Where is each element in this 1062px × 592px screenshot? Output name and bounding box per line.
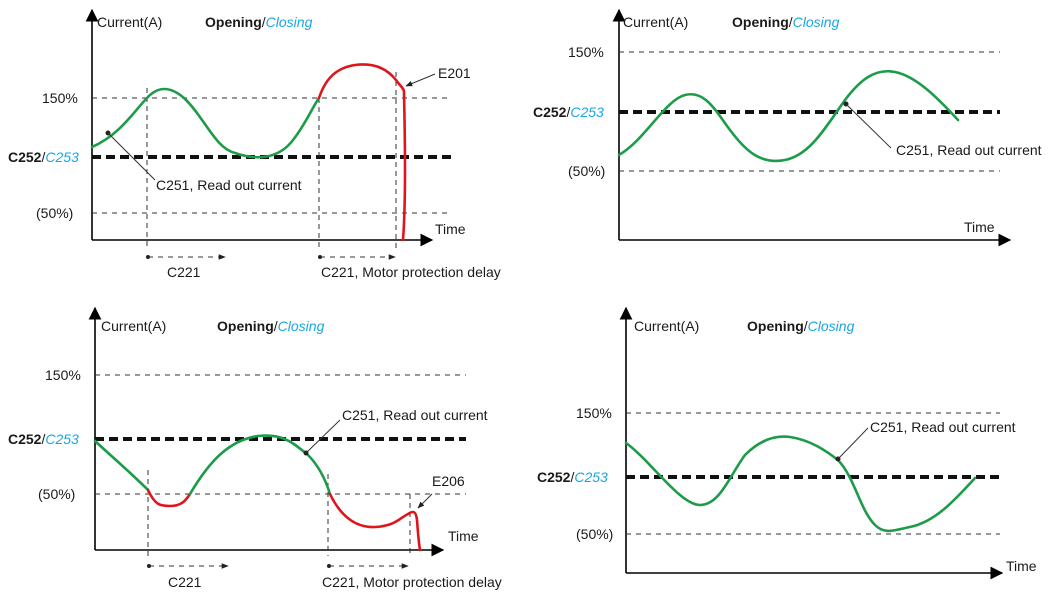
x-axis-label: Time <box>964 219 995 235</box>
current-curve-undercurrent <box>328 492 422 552</box>
panel-bottom-right: Current(A) Opening/Closing Time 150% C25… <box>537 306 1037 580</box>
current-curve-normal <box>188 434 332 496</box>
level-150-label: 150% <box>42 90 78 106</box>
current-curve-overcurrent <box>317 63 407 242</box>
level-150-label: 150% <box>45 367 81 383</box>
mode-title: Opening/Closing <box>732 14 840 30</box>
delay-label: C221 <box>167 264 201 280</box>
read-out-leader <box>837 427 869 460</box>
delay-label: C221 <box>168 574 202 590</box>
level-150-label: 150% <box>576 405 612 421</box>
threshold-label: C252/C253 <box>537 469 608 485</box>
x-axis-label: Time <box>448 528 479 544</box>
read-out-label: C251, Read out current <box>342 407 488 423</box>
current-curve-normal <box>617 69 960 163</box>
x-axis-label: Time <box>435 221 466 237</box>
mode-title: Opening/Closing <box>747 318 855 334</box>
threshold-label: C252/C253 <box>8 149 79 165</box>
panel-top-left: Current(A) Opening/Closing Time 150% C25… <box>8 8 501 280</box>
y-axis-label: Current(A) <box>634 318 699 334</box>
read-out-label: C251, Read out current <box>870 419 1016 435</box>
error-label: E206 <box>432 473 465 489</box>
read-out-label: C251, Read out current <box>896 142 1042 158</box>
level-50-label: (50%) <box>36 205 73 221</box>
threshold-label: C252/C253 <box>8 431 79 447</box>
current-curve-normal <box>93 439 150 492</box>
x-axis-label: Time <box>1006 558 1037 574</box>
mode-title: Opening/Closing <box>217 318 325 334</box>
threshold-label: C252/C253 <box>533 104 604 120</box>
y-axis-label: Current(A) <box>623 14 688 30</box>
error-pointer <box>405 73 436 87</box>
y-axis-label: Current(A) <box>101 318 166 334</box>
delay-label: C221, Motor protection delay <box>321 264 501 280</box>
panel-top-right: Current(A) Opening/Closing Time 150% C25… <box>533 8 1042 247</box>
read-out-label: C251, Read out current <box>156 177 302 193</box>
level-150-label: 150% <box>568 44 604 60</box>
level-50-label: (50%) <box>38 486 75 502</box>
current-curve-normal <box>624 435 977 533</box>
error-label: E201 <box>438 65 471 81</box>
current-curve-normal <box>90 87 321 159</box>
y-axis-label: Current(A) <box>97 14 162 30</box>
current-curve-undercurrent <box>146 488 192 508</box>
panel-bottom-left: Current(A) Opening/Closing Time 150% C25… <box>8 306 502 590</box>
read-out-leader <box>845 103 892 149</box>
read-out-leader <box>107 132 156 181</box>
delay-label: C221, Motor protection delay <box>322 574 502 590</box>
error-pointer <box>417 493 433 509</box>
mode-title: Opening/Closing <box>205 14 313 30</box>
read-out-leader <box>305 419 341 454</box>
level-50-label: (50%) <box>568 163 605 179</box>
level-50-label: (50%) <box>576 526 613 542</box>
